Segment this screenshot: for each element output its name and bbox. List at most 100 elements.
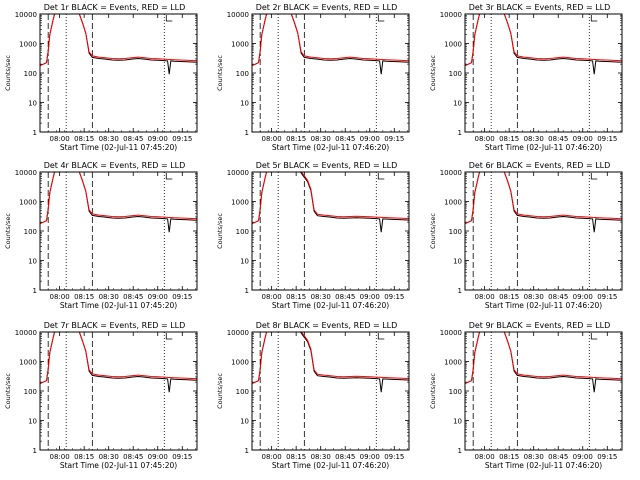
lld-series-line	[40, 14, 197, 67]
x-tick-label: 08:30	[524, 453, 544, 461]
y-tick-label: 10	[28, 100, 37, 108]
y-tick-label: 100	[449, 388, 462, 396]
plot-frame	[39, 331, 198, 451]
x-tick-label: 08:45	[548, 453, 568, 461]
y-axis-label: Counts/sec	[4, 55, 12, 91]
x-tick-label: 08:30	[99, 135, 119, 143]
x-tick-label: 08:15	[499, 293, 519, 301]
chart-title: Det 2r BLACK = Events, RED = LLD	[256, 3, 398, 12]
chart-title: Det 8r BLACK = Events, RED = LLD	[256, 321, 398, 330]
x-tick-label: 08:00	[50, 453, 70, 461]
plot-area	[465, 172, 622, 233]
x-tick-label: 08:45	[548, 135, 568, 143]
chart-title: Det 7r BLACK = Events, RED = LLD	[44, 321, 186, 330]
x-tick-label: 08:15	[74, 293, 94, 301]
chart-title: Det 4r BLACK = Events, RED = LLD	[44, 161, 186, 170]
plot-area	[252, 172, 409, 233]
y-tick-label: 1000	[231, 359, 249, 367]
y-tick-label: 1000	[231, 199, 249, 207]
y-tick-label: 10000	[15, 169, 37, 177]
plot-frame	[464, 13, 623, 133]
plot-frame	[251, 13, 410, 133]
x-tick-label: 09:00	[148, 293, 168, 301]
y-axis-label: Counts/sec	[429, 373, 437, 409]
y-tick-label: 1	[245, 287, 249, 295]
events-series-line	[40, 332, 197, 393]
x-tick-label: 09:00	[573, 453, 593, 461]
x-tick-label: 09:00	[360, 453, 380, 461]
corner-marker	[590, 333, 598, 340]
x-tick-label: 08:30	[99, 293, 119, 301]
events-series-line	[465, 332, 622, 393]
corner-marker	[377, 15, 385, 22]
chart-panel: Det 3r BLACK = Events, RED = LLD Counts/s…	[429, 3, 623, 152]
x-tick-label: 08:15	[499, 453, 519, 461]
chart-title: Det 5r BLACK = Events, RED = LLD	[256, 161, 398, 170]
chart-title: Det 3r BLACK = Events, RED = LLD	[469, 3, 611, 12]
chart-panel: Det 2r BLACK = Events, RED = LLD Counts/s…	[216, 3, 410, 152]
y-axis-label: Counts/sec	[429, 55, 437, 91]
x-tick-label: 09:00	[573, 293, 593, 301]
x-tick-label: 08:00	[475, 453, 495, 461]
events-series-line	[40, 172, 197, 233]
corner-marker	[165, 333, 173, 340]
x-tick-label: 09:00	[360, 135, 380, 143]
chart-panel: Det 1r BLACK = Events, RED = LLD Counts/s…	[4, 3, 198, 152]
lld-series-line	[465, 332, 622, 385]
x-axis-label: Start Time (02-Jul-11 07:45:20)	[60, 301, 177, 310]
y-tick-label: 100	[24, 388, 37, 396]
x-tick-label: 09:00	[360, 293, 380, 301]
y-tick-label: 1	[245, 129, 249, 137]
plot-area	[40, 172, 197, 233]
y-tick-label: 100	[24, 70, 37, 78]
events-series-line	[465, 14, 622, 75]
y-tick-label: 1000	[444, 199, 462, 207]
events-series-line	[252, 14, 409, 75]
y-tick-label: 100	[236, 70, 249, 78]
chart-panel: Det 7r BLACK = Events, RED = LLD Counts/s…	[4, 321, 198, 470]
y-tick-label: 1	[33, 287, 37, 295]
y-tick-label: 100	[449, 228, 462, 236]
y-tick-label: 100	[24, 228, 37, 236]
plot-area	[252, 332, 409, 393]
x-tick-label: 08:30	[311, 135, 331, 143]
x-axis-label: Start Time (02-Jul-11 07:45:20)	[60, 143, 177, 152]
y-tick-label: 10000	[227, 11, 249, 19]
y-tick-label: 1	[33, 129, 37, 137]
y-tick-label: 10	[453, 258, 462, 266]
y-axis-label: Counts/sec	[216, 373, 224, 409]
events-series-line	[252, 332, 409, 393]
x-tick-label: 08:15	[74, 453, 94, 461]
y-axis-label: Counts/sec	[216, 213, 224, 249]
plot-area	[40, 14, 197, 75]
x-tick-label: 08:15	[286, 453, 306, 461]
x-tick-label: 08:15	[286, 135, 306, 143]
y-tick-label: 10000	[15, 11, 37, 19]
x-axis-label: Start Time (02-Jul-11 07:46:20)	[485, 143, 602, 152]
y-tick-label: 1	[458, 447, 462, 455]
corner-marker	[590, 173, 598, 180]
y-tick-label: 10000	[440, 329, 462, 337]
corner-marker	[165, 173, 173, 180]
x-tick-label: 08:00	[50, 135, 70, 143]
plot-frame	[251, 331, 410, 451]
y-tick-label: 10000	[15, 329, 37, 337]
corner-marker	[165, 15, 173, 22]
y-tick-label: 10000	[227, 329, 249, 337]
y-tick-label: 1000	[444, 359, 462, 367]
x-tick-label: 09:00	[573, 135, 593, 143]
y-tick-label: 10000	[440, 11, 462, 19]
plot-area	[40, 332, 197, 393]
x-axis-label: Start Time (02-Jul-11 07:46:20)	[272, 143, 389, 152]
x-tick-label: 08:45	[335, 293, 355, 301]
y-tick-label: 100	[449, 70, 462, 78]
x-axis-label: Start Time (02-Jul-11 07:46:20)	[485, 461, 602, 470]
x-tick-label: 08:45	[123, 293, 143, 301]
y-tick-label: 1	[245, 447, 249, 455]
corner-marker	[377, 173, 385, 180]
x-tick-label: 09:15	[172, 135, 192, 143]
x-tick-label: 09:15	[597, 453, 617, 461]
x-tick-label: 08:45	[123, 453, 143, 461]
x-tick-label: 08:00	[50, 293, 70, 301]
